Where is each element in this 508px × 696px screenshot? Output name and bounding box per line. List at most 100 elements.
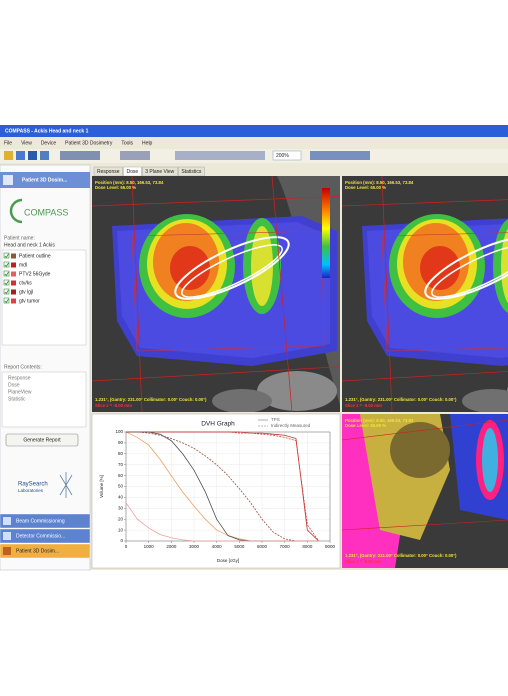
position: Position (mm): 8.50, 166.53, 73.84 <box>95 180 164 185</box>
nav-button[interactable] <box>0 528 91 544</box>
structure-color <box>11 298 16 304</box>
menu-item[interactable]: Patient 3D Dosimetry <box>65 140 113 146</box>
structure-name: mdl <box>19 262 27 268</box>
report-label: Report Contents: <box>4 364 42 370</box>
patient-label: Patient name: <box>4 235 35 241</box>
dvh-curve <box>125 502 319 542</box>
check-mark <box>4 271 9 277</box>
checkbox[interactable] <box>3 261 10 268</box>
x-tick-label: 0 <box>125 544 128 549</box>
nav-button[interactable] <box>0 543 91 559</box>
y-tick-label: 30 <box>118 505 124 510</box>
structure-color <box>11 262 16 268</box>
chart-title: DVH Graph <box>201 421 235 428</box>
x-axis-label: Dose [cGy] <box>217 558 239 563</box>
nav-button[interactable] <box>0 513 91 529</box>
toolbar-icons <box>4 151 370 160</box>
structure-color <box>11 253 16 259</box>
legend-label: TPS <box>271 417 280 422</box>
report-item: Response <box>8 375 31 381</box>
brand-sub: Laboratories <box>18 488 44 493</box>
report-item: PlaneView <box>8 389 32 395</box>
checkbox[interactable] <box>3 279 10 286</box>
logo-mark <box>9 198 23 224</box>
tab-label: Response <box>97 169 120 175</box>
legend-label: Indirectly Measured <box>271 423 311 428</box>
x-tick-label: 9000 <box>325 544 336 549</box>
check-mark <box>4 253 9 259</box>
y-tick-label: 0 <box>120 538 123 543</box>
check-mark <box>4 289 9 295</box>
y-tick-label: 40 <box>118 495 124 500</box>
nav-label: Patient 3D Dosim... <box>16 548 59 554</box>
structure-name: PTV2 56Gyde <box>19 271 51 277</box>
zoom-box[interactable] <box>272 150 302 161</box>
y-tick-label: 70 <box>118 462 124 467</box>
x-tick-label: 2000 <box>166 544 177 549</box>
slice: Slice z = -8.00 mm <box>345 559 382 564</box>
nav-label: Detector Commissio... <box>16 533 65 539</box>
x-tick-label: 3000 <box>189 544 200 549</box>
angles: 1.231°, (Gantry: 231.00° Collimator: 0.0… <box>95 397 207 402</box>
nav-icon <box>3 517 11 525</box>
check-mark <box>4 280 9 286</box>
x-tick-label: 4000 <box>212 544 223 549</box>
slice: Slice z = -8.00 mm <box>345 403 382 408</box>
y-tick-label: 80 <box>118 451 124 456</box>
menu-item[interactable]: View <box>21 140 32 146</box>
tab-label: 3 Plane View <box>145 169 174 175</box>
x-tick-label: 6000 <box>257 544 268 549</box>
structure-color <box>11 271 16 277</box>
y-tick-label: 90 <box>118 440 124 445</box>
dose-view <box>342 414 508 568</box>
dose-view <box>92 176 340 412</box>
button-label: Generate Report <box>23 437 61 443</box>
structure-name: Patient outline <box>19 253 51 259</box>
menu-item[interactable]: Tools <box>121 140 133 146</box>
brand-name: RaySearch <box>18 482 48 488</box>
slice: Slice z = -8.00 mm <box>95 403 132 408</box>
menu-item[interactable]: Help <box>142 140 153 146</box>
checkbox[interactable] <box>3 288 10 295</box>
structure-color <box>11 289 16 295</box>
report-list <box>1 371 87 428</box>
menu-item[interactable]: File <box>4 140 12 146</box>
logo: COMPASS <box>24 207 68 217</box>
tab-label: Statistics <box>181 169 202 175</box>
report-item: Dose <box>8 382 20 388</box>
tab-strip <box>92 165 508 176</box>
y-tick-label: 100 <box>115 429 123 434</box>
y-axis-label: Volume [%] <box>99 475 104 498</box>
nav-label: Beam Commissioning <box>16 518 65 524</box>
sidebar-header <box>0 172 90 188</box>
dose-level: Dose Level: 65.00 % <box>345 423 386 428</box>
structure-name: gtv lgjl <box>19 289 33 295</box>
x-tick-label: 7000 <box>280 544 291 549</box>
checkbox[interactable] <box>3 297 10 304</box>
sidebar <box>0 164 91 571</box>
angles: 1.231°, (Gantry: 231.00° Collimator: 0.0… <box>345 397 457 402</box>
dvh-curve <box>126 431 319 542</box>
position: Position (mm): 8.50, 166.53, 73.84 <box>345 180 414 185</box>
title-bar <box>0 125 508 137</box>
y-tick-label: 60 <box>118 473 124 478</box>
menu-item[interactable]: Device <box>41 140 57 146</box>
zoom-value: 200% <box>276 153 289 159</box>
dvh-curve <box>126 431 319 542</box>
generate-report-button[interactable] <box>5 433 79 447</box>
window-title: COMPASS - Ackis Head and neck 1 <box>5 128 89 134</box>
dose-level: Dose Level: 65.00 % <box>95 185 136 190</box>
structure-name: gtv tumor <box>19 298 40 304</box>
y-tick-label: 20 <box>118 516 124 521</box>
check-mark <box>4 262 9 268</box>
checkbox[interactable] <box>3 270 10 277</box>
checkbox[interactable] <box>3 252 10 259</box>
structure-name: ctv/ks <box>19 280 32 286</box>
x-tick-label: 1000 <box>144 544 155 549</box>
nav-icon <box>3 547 11 555</box>
sidebar-title: Patient 3D Dosim... <box>22 177 68 183</box>
